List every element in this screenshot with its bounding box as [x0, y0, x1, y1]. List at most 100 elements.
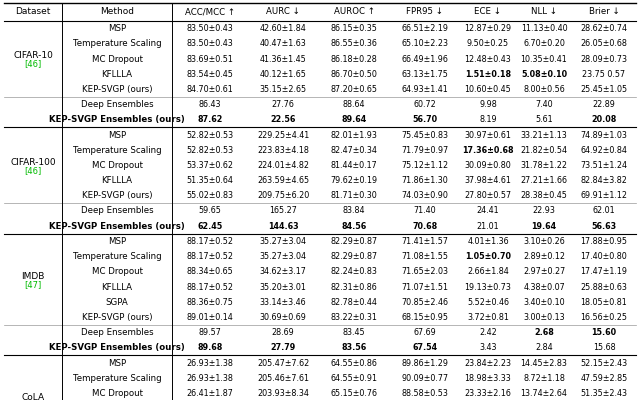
Text: 263.59±4.65: 263.59±4.65 [257, 176, 309, 185]
Text: KFLLLA: KFLLLA [102, 176, 132, 185]
Text: 88.58±0.53: 88.58±0.53 [401, 389, 449, 398]
Text: 223.83±4.18: 223.83±4.18 [257, 146, 309, 155]
Text: 3.10±0.26: 3.10±0.26 [523, 237, 565, 246]
Text: 5.08±0.10: 5.08±0.10 [521, 70, 567, 79]
Text: 81.44±0.17: 81.44±0.17 [331, 161, 378, 170]
Text: 2.42: 2.42 [479, 328, 497, 337]
Text: 51.35±2.43: 51.35±2.43 [580, 389, 627, 398]
Text: 224.01±4.82: 224.01±4.82 [257, 161, 309, 170]
Text: 4.01±1.36: 4.01±1.36 [467, 237, 509, 246]
Text: 71.79±0.97: 71.79±0.97 [401, 146, 449, 155]
Text: 9.98: 9.98 [479, 100, 497, 109]
Text: KEP-SVGP Ensembles (ours): KEP-SVGP Ensembles (ours) [49, 343, 185, 352]
Text: 17.36±0.68: 17.36±0.68 [462, 146, 514, 155]
Text: 13.74±2.64: 13.74±2.64 [520, 389, 568, 398]
Text: 10.60±0.45: 10.60±0.45 [465, 85, 511, 94]
Text: 31.78±1.22: 31.78±1.22 [520, 161, 568, 170]
Text: 30.09±0.80: 30.09±0.80 [465, 161, 511, 170]
Text: 35.20±3.01: 35.20±3.01 [260, 282, 307, 292]
Text: 83.50±0.43: 83.50±0.43 [187, 39, 234, 48]
Text: 86.55±0.36: 86.55±0.36 [331, 39, 378, 48]
Text: 82.01±1.93: 82.01±1.93 [331, 130, 378, 140]
Text: 88.17±0.52: 88.17±0.52 [186, 282, 234, 292]
Text: 144.63: 144.63 [268, 222, 298, 231]
Text: KFLLLA: KFLLLA [102, 70, 132, 79]
Text: 27.80±0.57: 27.80±0.57 [465, 191, 511, 200]
Text: Temperature Scaling: Temperature Scaling [73, 39, 161, 48]
Text: 74.89±1.03: 74.89±1.03 [580, 130, 627, 140]
Text: 82.31±0.86: 82.31±0.86 [331, 282, 378, 292]
Text: 209.75±6.20: 209.75±6.20 [257, 191, 309, 200]
Text: 2.68: 2.68 [534, 328, 554, 337]
Text: 88.34±0.65: 88.34±0.65 [187, 267, 234, 276]
Text: KEP-SVGP (ours): KEP-SVGP (ours) [82, 191, 152, 200]
Text: 47.59±2.85: 47.59±2.85 [580, 374, 628, 383]
Text: 81.71±0.30: 81.71±0.30 [331, 191, 378, 200]
Text: 18.05±0.81: 18.05±0.81 [580, 298, 627, 307]
Text: 27.76: 27.76 [271, 100, 294, 109]
Text: 67.54: 67.54 [412, 343, 438, 352]
Text: KEP-SVGP Ensembles (ours): KEP-SVGP Ensembles (ours) [49, 222, 185, 231]
Text: 64.93±1.41: 64.93±1.41 [402, 85, 449, 94]
Text: KEP-SVGP (ours): KEP-SVGP (ours) [82, 313, 152, 322]
Text: 22.93: 22.93 [532, 206, 556, 216]
Text: 86.18±0.28: 86.18±0.28 [331, 54, 378, 64]
Text: 17.47±1.19: 17.47±1.19 [580, 267, 627, 276]
Text: 2.89±0.12: 2.89±0.12 [523, 252, 565, 261]
Text: 205.46±7.61: 205.46±7.61 [257, 374, 309, 383]
Text: 73.51±1.24: 73.51±1.24 [580, 161, 627, 170]
Text: 62.45: 62.45 [197, 222, 223, 231]
Text: 35.15±2.65: 35.15±2.65 [259, 85, 307, 94]
Text: 56.63: 56.63 [591, 222, 616, 231]
Text: 88.17±0.52: 88.17±0.52 [186, 252, 234, 261]
Text: 64.55±0.86: 64.55±0.86 [331, 358, 378, 368]
Text: Deep Ensembles: Deep Ensembles [81, 328, 154, 337]
Text: 82.78±0.44: 82.78±0.44 [331, 298, 378, 307]
Text: 89.01±0.14: 89.01±0.14 [187, 313, 234, 322]
Text: 3.40±0.10: 3.40±0.10 [523, 298, 565, 307]
Text: 26.05±0.68: 26.05±0.68 [580, 39, 627, 48]
Text: MSP: MSP [108, 237, 126, 246]
Text: 30.69±0.69: 30.69±0.69 [260, 313, 307, 322]
Text: MSP: MSP [108, 24, 126, 33]
Text: FPR95 ↓: FPR95 ↓ [406, 8, 444, 16]
Text: 19.64: 19.64 [531, 222, 557, 231]
Text: 7.40: 7.40 [535, 100, 553, 109]
Text: Temperature Scaling: Temperature Scaling [73, 252, 161, 261]
Text: 62.01: 62.01 [593, 206, 615, 216]
Text: 82.29±0.87: 82.29±0.87 [330, 237, 378, 246]
Text: 14.45±2.83: 14.45±2.83 [520, 358, 568, 368]
Text: 37.98±4.61: 37.98±4.61 [465, 176, 511, 185]
Text: 28.62±0.74: 28.62±0.74 [580, 24, 627, 33]
Text: MSP: MSP [108, 358, 126, 368]
Text: 3.72±0.81: 3.72±0.81 [467, 313, 509, 322]
Text: 53.37±0.62: 53.37±0.62 [186, 161, 234, 170]
Text: [46]: [46] [24, 60, 42, 68]
Text: 21.82±0.54: 21.82±0.54 [520, 146, 568, 155]
Text: 19.13±0.73: 19.13±0.73 [465, 282, 511, 292]
Text: 15.68: 15.68 [593, 343, 615, 352]
Text: 55.02±0.83: 55.02±0.83 [186, 191, 234, 200]
Text: 2.84: 2.84 [535, 343, 553, 352]
Text: 88.36±0.75: 88.36±0.75 [187, 298, 234, 307]
Text: 27.21±1.66: 27.21±1.66 [520, 176, 568, 185]
Text: 24.41: 24.41 [477, 206, 499, 216]
Text: 89.57: 89.57 [198, 328, 221, 337]
Text: Deep Ensembles: Deep Ensembles [81, 206, 154, 216]
Text: ACC/MCC ↑: ACC/MCC ↑ [185, 8, 235, 16]
Text: 1.05±0.70: 1.05±0.70 [465, 252, 511, 261]
Text: 65.15±0.76: 65.15±0.76 [330, 389, 378, 398]
Text: 205.47±7.62: 205.47±7.62 [257, 358, 309, 368]
Text: 229.25±4.41: 229.25±4.41 [257, 130, 309, 140]
Text: 83.69±0.51: 83.69±0.51 [187, 54, 234, 64]
Text: 22.89: 22.89 [593, 100, 616, 109]
Text: 86.15±0.35: 86.15±0.35 [331, 24, 378, 33]
Text: 5.61: 5.61 [535, 115, 553, 124]
Text: 34.62±3.17: 34.62±3.17 [260, 267, 307, 276]
Text: MC Dropout: MC Dropout [92, 54, 143, 64]
Text: 65.10±2.23: 65.10±2.23 [401, 39, 449, 48]
Text: MC Dropout: MC Dropout [92, 161, 143, 170]
Text: 67.69: 67.69 [413, 328, 436, 337]
Text: 26.41±1.87: 26.41±1.87 [187, 389, 234, 398]
Text: MSP: MSP [108, 130, 126, 140]
